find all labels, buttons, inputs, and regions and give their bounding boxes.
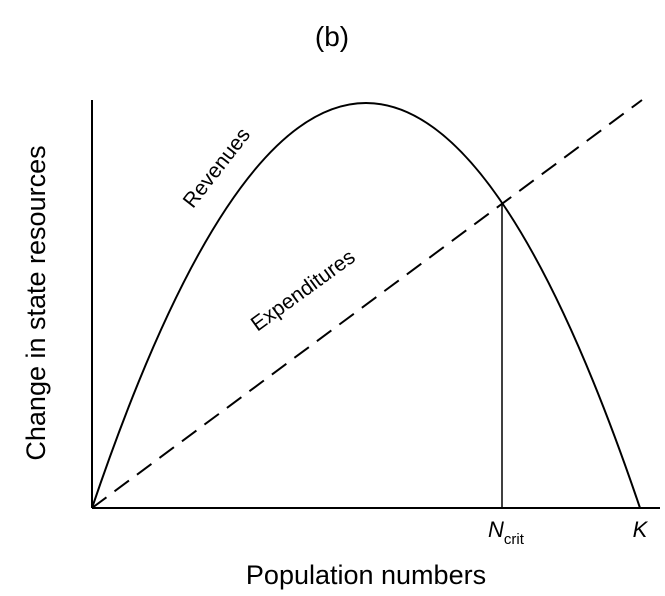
n-crit-subscript: crit [504,531,525,548]
n-crit-label: Ncrit [488,517,525,548]
x-axis-label: Population numbers [246,560,486,590]
title: (b) [315,21,349,52]
y-axis-label: Change in state resources [21,145,51,460]
k-label: K [633,517,649,542]
revenues-label: Revenues [179,124,255,213]
expenditures-line [91,99,643,509]
revenues-curve [91,102,641,509]
n-crit-symbol: N [488,517,504,542]
